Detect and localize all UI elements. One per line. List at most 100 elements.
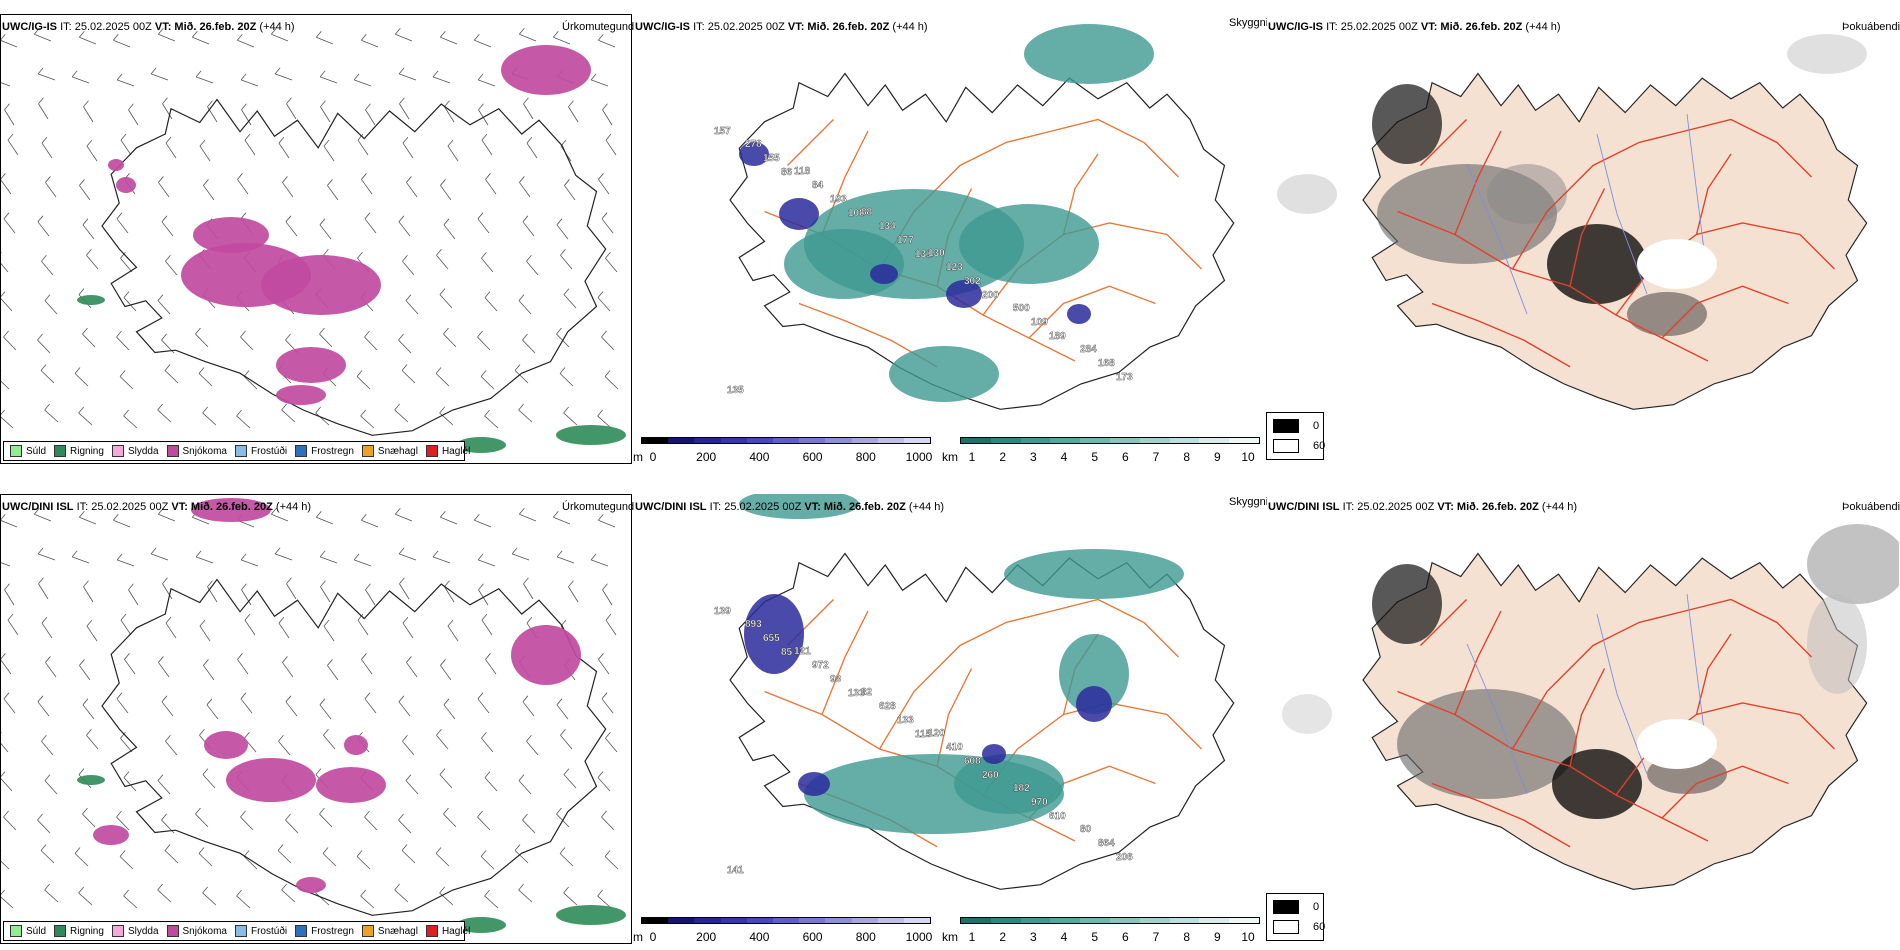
reduced-visibility-area [954, 754, 1064, 814]
rain-area [456, 917, 506, 933]
colorbar-bin [772, 918, 800, 923]
visibility-value-label: 123 [946, 262, 963, 273]
precip-title-bottom: UWC/DINI ISL IT: 25.02.2025 00Z VT: Mið.… [2, 501, 312, 513]
colorbar-bin [1199, 918, 1230, 923]
colorbar-strip [641, 917, 931, 924]
colorbar-tick: 8 [1183, 450, 1190, 464]
visibility-value-label: 118 [794, 166, 811, 177]
snow-area [296, 877, 326, 893]
visibility-value-label: 121 [794, 646, 811, 657]
legend-item: Snjókoma [166, 925, 227, 937]
visibility-value-label: 168 [1098, 358, 1115, 369]
colorbar-bin [1229, 918, 1259, 923]
visibility-labels: 157 86 108 131 200 189 173 155 193 177 302 109 168 27… [714, 126, 1134, 396]
fog-title-bottom: UWC/DINI ISL IT: 25.02.2025 00Z VT: Mið.… [1268, 501, 1578, 513]
visibility-value-label: 88 [861, 207, 873, 218]
legend-item: Haglél [425, 925, 470, 937]
legend-item: Frostúði [234, 445, 287, 457]
legend-item: Frostregn [295, 445, 354, 457]
colorbar-bin [642, 438, 669, 443]
legend-swatch [234, 925, 247, 937]
vis-variable-bottom: Skyggni [1229, 496, 1269, 508]
visibility-value-label: 189 [1049, 331, 1066, 342]
low-visibility-area [982, 744, 1006, 764]
colorbar-bin [1080, 918, 1110, 923]
visibility-value-label: 182 [1013, 783, 1030, 794]
snow-area [501, 45, 591, 95]
snow-area [344, 735, 368, 755]
snow-area [191, 498, 271, 522]
visibility-value-label: 278 [745, 139, 762, 150]
colorbar-bin [1139, 438, 1170, 443]
colorbar-strip [641, 437, 931, 444]
colorbar-bin [851, 438, 878, 443]
legend-item: Snæhagl [361, 925, 418, 937]
fog-index-areas [1277, 34, 1867, 336]
snow-area [116, 177, 136, 193]
colorbar-tick: 800 [855, 450, 876, 464]
visibility-areas [739, 24, 1154, 402]
legend-label: Súld [26, 925, 47, 937]
visibility-value-label: 893 [745, 619, 762, 630]
vis-map-top: 157 86 108 131 200 189 173 155 193 177 302 109 168 27… [714, 24, 1235, 410]
colorbar-tick: 600 [802, 450, 823, 464]
colorbar-tick: 1 [968, 450, 976, 464]
colorbar-tick: 6 [1121, 450, 1129, 464]
snow-area [93, 825, 129, 845]
colorbar-bin [1050, 918, 1081, 923]
legend-item: Frostregn [295, 925, 354, 937]
low-visibility-area [744, 594, 804, 674]
legend-swatch [166, 445, 179, 457]
fog-legend-swatch [1273, 439, 1299, 453]
fog-legend-top: 0 60 [1266, 412, 1325, 460]
vis-colorbar-km-top: km 1 2 3 4 5 6 7 8 9 10 [942, 437, 1262, 464]
legend-swatch [54, 445, 67, 457]
vis-title-top: UWC/IG-IS IT: 25.02.2025 00Z VT: Mið. 26… [635, 21, 928, 33]
legend-label: Rigning [70, 445, 104, 457]
fog-legend-item: 60 [1273, 439, 1325, 453]
wind-barbs [1, 508, 619, 909]
glacier-area [1637, 239, 1717, 289]
visibility-value-label: 108 [848, 208, 865, 219]
colorbar-bin [1139, 918, 1170, 923]
colorbar-tick: 800 [855, 930, 876, 944]
visibility-value-label: 133 [848, 688, 865, 699]
reduced-visibility-area [1059, 634, 1129, 714]
legend-swatch [166, 925, 179, 937]
legend-label: Súld [26, 445, 47, 457]
fog-legend-item: 0 [1273, 419, 1319, 433]
snow-area [276, 385, 326, 405]
snow-area [276, 347, 346, 383]
colorbar-tick: 400 [749, 930, 770, 944]
visibility-value-label: 410 [946, 742, 963, 753]
colorbar-strip [960, 437, 1260, 444]
colorbar-bin [825, 918, 852, 923]
fog-index-area [1282, 694, 1332, 734]
colorbar-tick: 9 [1213, 930, 1221, 944]
visibility-value-label: 200 [982, 290, 999, 301]
visibility-value-label: 970 [1031, 797, 1048, 808]
colorbar-bin [799, 438, 826, 443]
visibility-value-label: 115 [915, 729, 932, 740]
legend-swatch [111, 445, 124, 457]
fog-index-area [1372, 564, 1442, 644]
visibility-value-label: 610 [1049, 811, 1066, 822]
fog-index-area [1277, 174, 1337, 214]
visibility-value-label: 260 [982, 770, 999, 781]
low-visibility-area [798, 772, 830, 796]
snow-area [226, 758, 316, 802]
visibility-value-label: 284 [1080, 344, 1097, 355]
colorbar-tick: 3 [1029, 450, 1037, 464]
legend-label: Snæhagl [377, 925, 418, 937]
vis-colorbar-m-bottom: m 0 200 400 600 800 1000 [633, 917, 938, 944]
colorbar-tick: 1000 [905, 450, 933, 464]
visibility-value-label: 135 [727, 385, 744, 396]
legend-swatch [361, 445, 374, 457]
visibility-value-label: 193 [830, 194, 847, 205]
visibility-value-label: 131 [915, 249, 932, 260]
colorbar-bin [1109, 438, 1140, 443]
vis-colorbar-km-bottom: km 1 2 3 4 5 6 7 8 9 10 [942, 917, 1262, 944]
colorbar-bin [825, 438, 852, 443]
legend-label: Frostregn [311, 445, 354, 457]
legend-swatch [10, 445, 22, 457]
